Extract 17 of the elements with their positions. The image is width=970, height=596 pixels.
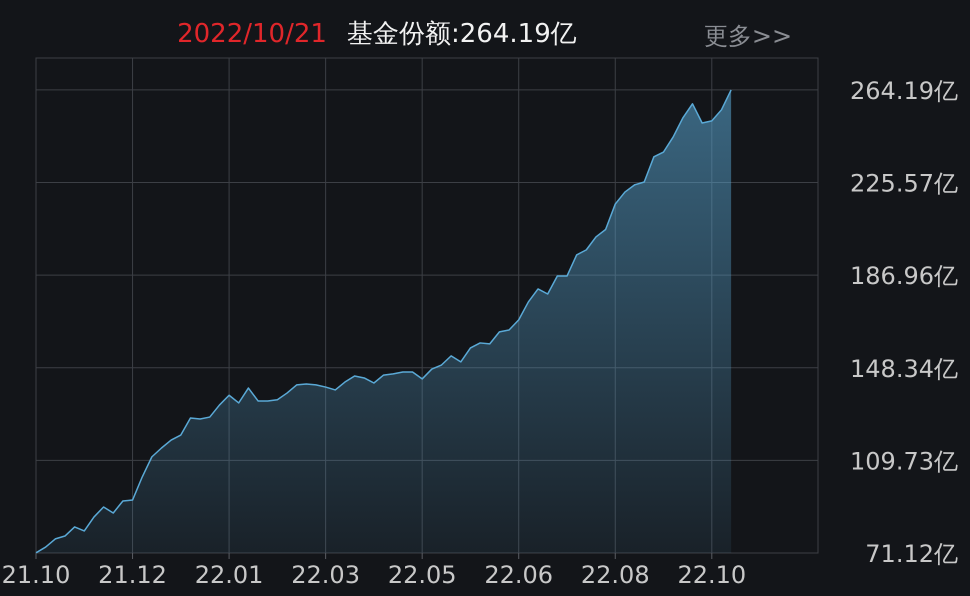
x-tick-label: 21.12 <box>98 561 167 589</box>
x-tick-label: 22.03 <box>291 561 360 589</box>
y-tick-label: 225.57亿 <box>850 170 958 198</box>
y-tick-label: 186.96亿 <box>850 262 958 290</box>
y-tick-label: 71.12亿 <box>865 540 958 568</box>
x-tick-label: 22.01 <box>194 561 264 589</box>
chart-subtitle: 基金份额:264.19亿 <box>347 19 577 49</box>
x-tick-label: 22.06 <box>484 561 554 589</box>
x-tick-label: 22.10 <box>677 561 746 589</box>
text: 更多>> <box>704 22 792 50</box>
y-tick-label: 109.73亿 <box>850 447 958 476</box>
x-tick-label: 21.10 <box>2 561 70 589</box>
x-tick-label: 22.08 <box>580 561 650 589</box>
y-tick-label: 148.34亿 <box>850 354 958 383</box>
x-tick-label: 22.05 <box>388 561 457 589</box>
y-tick-label: 264.19亿 <box>850 76 958 105</box>
chart-title: 2022/10/21 <box>177 19 327 49</box>
